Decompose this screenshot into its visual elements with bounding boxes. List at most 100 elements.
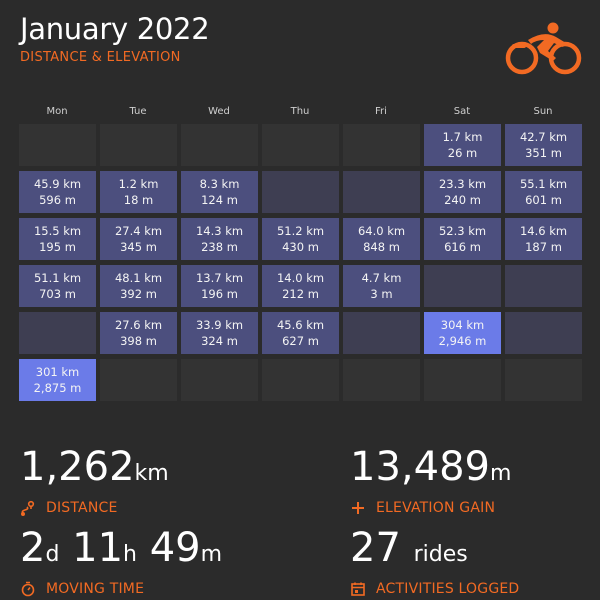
activities-label: ACTIVITIES LOGGED bbox=[376, 581, 520, 597]
day-distance: 23.3 km bbox=[438, 177, 487, 191]
day-elevation: 324 m bbox=[201, 334, 238, 348]
day-elevation: 26 m bbox=[447, 146, 478, 160]
calendar-day-cell bbox=[262, 359, 339, 401]
activities-stat: 27 rides ACTIVITIES LOGGED bbox=[350, 528, 519, 597]
calendar-day-cell bbox=[262, 124, 339, 166]
day-distance: 55.1 km bbox=[519, 177, 568, 191]
plus-icon bbox=[352, 502, 364, 514]
day-distance: 45.9 km bbox=[33, 177, 82, 191]
calendar-day-cell bbox=[19, 124, 96, 166]
distance-value: 1,262 bbox=[20, 444, 135, 490]
day-distance: 64.0 km bbox=[357, 224, 406, 238]
moving-time-stat: 2d 11h 49m MOVING TIME bbox=[20, 528, 222, 597]
day-distance: 15.5 km bbox=[33, 224, 82, 238]
day-distance: 42.7 km bbox=[519, 130, 568, 144]
day-distance: 14.6 km bbox=[519, 224, 568, 238]
day-elevation: 596 m bbox=[39, 193, 76, 207]
distance-label: DISTANCE bbox=[46, 500, 118, 516]
moving-minutes-value: 49 bbox=[149, 525, 201, 571]
day-elevation: 2,946 m bbox=[438, 334, 487, 348]
calendar-day-cell: 42.7 km 351 m bbox=[505, 124, 582, 166]
calendar-day-cell bbox=[100, 124, 177, 166]
page-subtitle: DISTANCE & ELEVATION bbox=[20, 50, 181, 65]
calendar-day-cell: 55.1 km 601 m bbox=[505, 171, 582, 213]
day-distance: 1.2 km bbox=[118, 177, 159, 191]
distance-unit: km bbox=[134, 461, 169, 486]
calendar-day-cell: 51.1 km 703 m bbox=[19, 265, 96, 307]
calendar-day-cell bbox=[262, 171, 339, 213]
calendar-day-cell: 27.4 km 345 m bbox=[100, 218, 177, 260]
elevation-unit: m bbox=[489, 461, 512, 486]
calendar-day-cell bbox=[100, 359, 177, 401]
day-elevation: 212 m bbox=[282, 287, 319, 301]
day-distance: 14.3 km bbox=[195, 224, 244, 238]
calendar-day-cell bbox=[343, 124, 420, 166]
calendar-day-cell: 52.3 km 616 m bbox=[424, 218, 501, 260]
distance-stat: 1,262km DISTANCE bbox=[20, 447, 169, 516]
calendar-day-cell bbox=[505, 312, 582, 354]
calendar-day-cell bbox=[181, 124, 258, 166]
day-distance: 45.6 km bbox=[276, 318, 325, 332]
day-elevation: 345 m bbox=[120, 240, 157, 254]
day-elevation: 240 m bbox=[444, 193, 481, 207]
elevation-value: 13,489 bbox=[350, 444, 490, 490]
calendar-day-cell: 1.7 km 26 m bbox=[424, 124, 501, 166]
calendar-day-cell: 45.6 km 627 m bbox=[262, 312, 339, 354]
calendar-day-cell: 13.7 km 196 m bbox=[181, 265, 258, 307]
stopwatch-icon bbox=[21, 581, 35, 597]
weekday-label: Wed bbox=[208, 106, 230, 117]
calendar-day-cell: 15.5 km 195 m bbox=[19, 218, 96, 260]
activities-unit: rides bbox=[413, 542, 468, 567]
day-elevation: 848 m bbox=[363, 240, 400, 254]
route-pin-icon bbox=[21, 500, 35, 516]
day-distance: 27.4 km bbox=[114, 224, 163, 238]
moving-days-unit: d bbox=[45, 542, 60, 567]
calendar-day-cell bbox=[19, 312, 96, 354]
day-distance: 51.2 km bbox=[276, 224, 325, 238]
day-distance: 51.1 km bbox=[33, 271, 82, 285]
calendar-day-cell bbox=[343, 359, 420, 401]
moving-hours-unit: h bbox=[123, 542, 137, 567]
day-distance: 304 km bbox=[440, 318, 485, 332]
calendar-day-cell: 301 km 2,875 m bbox=[19, 359, 96, 401]
day-elevation: 238 m bbox=[201, 240, 238, 254]
cyclist-icon bbox=[505, 22, 582, 75]
calendar-day-cell bbox=[343, 171, 420, 213]
day-distance: 27.6 km bbox=[114, 318, 163, 332]
moving-hours-value: 11 bbox=[72, 525, 124, 571]
calendar-day-cell bbox=[424, 359, 501, 401]
calendar-day-cell: 14.3 km 238 m bbox=[181, 218, 258, 260]
calendar-day-cell bbox=[505, 359, 582, 401]
day-elevation: 430 m bbox=[282, 240, 319, 254]
weekday-label: Thu bbox=[290, 106, 310, 117]
day-elevation: 351 m bbox=[525, 146, 562, 160]
day-distance: 13.7 km bbox=[195, 271, 244, 285]
day-distance: 33.9 km bbox=[195, 318, 244, 332]
day-elevation: 18 m bbox=[123, 193, 154, 207]
elevation-label: ELEVATION GAIN bbox=[376, 500, 496, 516]
day-elevation: 601 m bbox=[525, 193, 562, 207]
moving-minutes-unit: m bbox=[200, 542, 223, 567]
elevation-stat: 13,489m ELEVATION GAIN bbox=[350, 447, 511, 516]
day-elevation: 3 m bbox=[370, 287, 393, 301]
day-distance: 301 km bbox=[35, 365, 80, 379]
page-title: January 2022 bbox=[20, 12, 210, 46]
weekday-label: Mon bbox=[46, 106, 68, 117]
day-elevation: 616 m bbox=[444, 240, 481, 254]
calendar-day-cell: 8.3 km 124 m bbox=[181, 171, 258, 213]
day-elevation: 703 m bbox=[39, 287, 76, 301]
day-elevation: 196 m bbox=[201, 287, 238, 301]
calendar-day-cell bbox=[505, 265, 582, 307]
calendar-day-cell: 27.6 km 398 m bbox=[100, 312, 177, 354]
moving-time-label: MOVING TIME bbox=[46, 581, 145, 597]
calendar-day-cell: 51.2 km 430 m bbox=[262, 218, 339, 260]
day-distance: 14.0 km bbox=[276, 271, 325, 285]
activities-value: 27 bbox=[350, 525, 401, 571]
weekday-label: Sat bbox=[453, 106, 471, 117]
day-elevation: 195 m bbox=[39, 240, 76, 254]
day-elevation: 124 m bbox=[201, 193, 238, 207]
calendar-day-cell: 48.1 km 392 m bbox=[100, 265, 177, 307]
weekday-label: Fri bbox=[375, 106, 387, 117]
calendar-day-cell: 304 km 2,946 m bbox=[424, 312, 501, 354]
calendar-day-cell: 14.6 km 187 m bbox=[505, 218, 582, 260]
